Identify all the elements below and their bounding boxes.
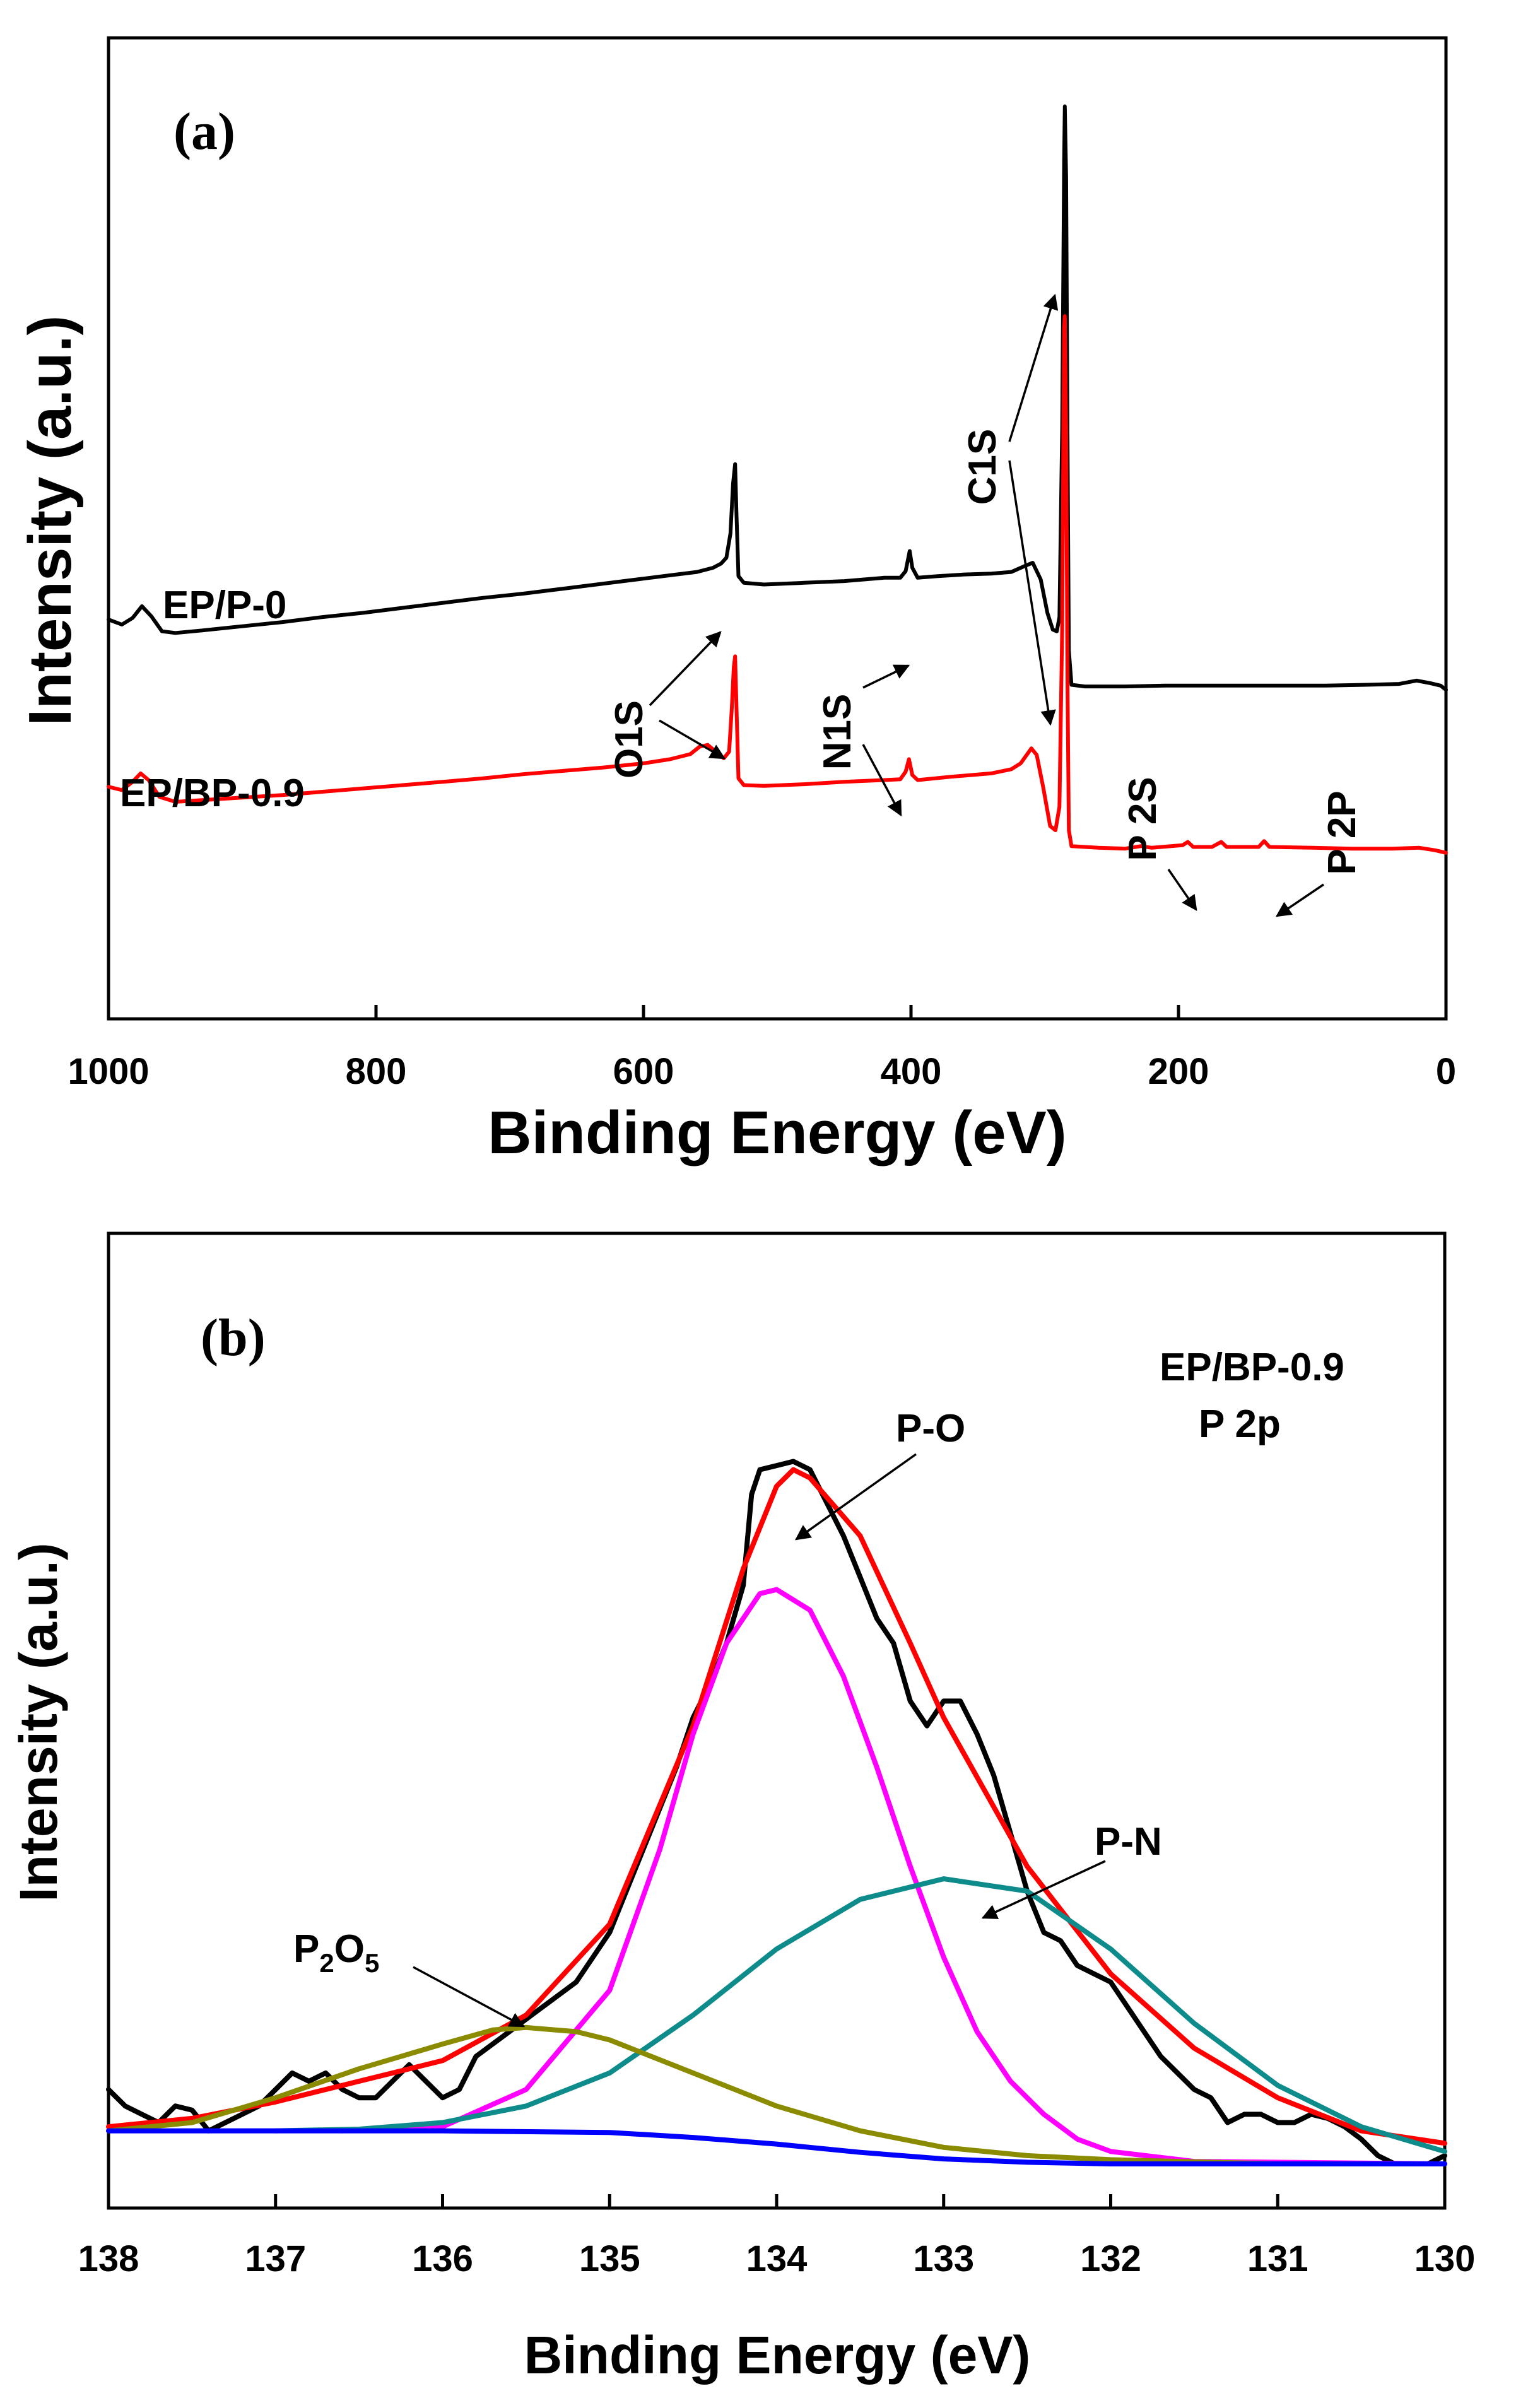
arrow-p2o5 xyxy=(413,1966,526,2028)
peak-label-p-n: P-N xyxy=(1095,1820,1162,1864)
panel-b-x-ticks xyxy=(107,2194,1447,2208)
series-line-p-o- xyxy=(106,2024,1447,2166)
p2o5-label-sub-2: 2 xyxy=(319,1948,334,1978)
arrow-o1s-to-black-peak xyxy=(649,631,722,707)
panel-a-series xyxy=(107,104,1448,855)
peak-label-p-2s: P 2S xyxy=(1121,777,1165,861)
panel-a-plot-frame xyxy=(107,36,1448,1021)
arrow-n1s-to-red-peak xyxy=(862,744,902,817)
panel-a-x-tick-label: 600 xyxy=(613,1051,674,1092)
panel-b-x-tick-label: 131 xyxy=(1247,2238,1308,2279)
panel-a-survey-spectrum: 1000 800 600 400 200 0 (a) Binding Energy (eV… xyxy=(16,36,1456,1166)
arrow-p2p xyxy=(1275,883,1324,917)
p2o5-label-sub-5: 5 xyxy=(365,1948,379,1978)
panel-b-p2p-spectrum: 138 137 136 135 134 133 132 131 130 (b) Binding … xyxy=(9,1231,1476,2385)
series-line-p-o xyxy=(339,1587,1447,2166)
series-line-ep-p-0 xyxy=(107,104,1448,692)
arrow-c1s-to-black-peak xyxy=(1008,293,1059,442)
arrow-p-o xyxy=(795,1453,917,1541)
panel-a-y-axis-title: Intensity (a.u.) xyxy=(16,315,84,726)
arrow-c1s-to-red-peak xyxy=(1008,460,1056,726)
panel-b-x-tick-label: 138 xyxy=(78,2238,139,2279)
panel-a-x-tick-label: 200 xyxy=(1148,1051,1209,1092)
panel-b-x-tick-label: 134 xyxy=(746,2238,808,2279)
panel-a-x-tick-label: 800 xyxy=(346,1051,407,1092)
series-line-background xyxy=(106,2128,1447,2166)
panel-b-x-tick-label: 135 xyxy=(579,2238,640,2279)
panel-a-x-tick-labels: 1000 800 600 400 200 0 xyxy=(68,1051,1456,1092)
arrow-p-n xyxy=(981,1860,1106,1919)
arrow-p2s xyxy=(1167,869,1197,912)
panel-b-annotation-arrows xyxy=(413,1453,1106,2028)
arrow-o1s-to-red-peak xyxy=(659,719,726,760)
panel-b-label: (b) xyxy=(201,1308,266,1367)
peak-label-p2o5: P2O5 xyxy=(293,1927,379,1978)
panel-a-x-tick-label: 0 xyxy=(1436,1051,1456,1092)
panel-b-y-axis-title: Intensity (a.u.) xyxy=(9,1542,68,1901)
panel-b-x-tick-labels: 138 137 136 135 134 133 132 131 130 xyxy=(78,2238,1476,2279)
arrow-n1s-to-black-peak xyxy=(862,664,910,689)
panel-b-series xyxy=(106,1459,1447,2166)
panel-a-x-axis-title: Binding Energy (eV) xyxy=(488,1099,1066,1166)
panel-b-x-tick-label: 136 xyxy=(412,2238,473,2279)
peak-label-o1s: O1S xyxy=(608,700,651,778)
panel-b-x-tick-label: 132 xyxy=(1080,2238,1141,2279)
series-line-envelope-fit xyxy=(106,1467,1447,2146)
peak-label-p-2p: P 2P xyxy=(1320,790,1364,874)
series-line-raw-data xyxy=(106,1459,1447,2166)
series-line-ep-bp-0-9 xyxy=(107,314,1448,855)
panel-b-x-tick-label: 133 xyxy=(913,2238,974,2279)
peak-label-c1s: C1S xyxy=(961,429,1004,505)
p2o5-label-p: P xyxy=(293,1927,319,1971)
panel-a-x-tick-label: 1000 xyxy=(68,1051,149,1092)
peak-label-p-o: P-O xyxy=(896,1407,965,1450)
panel-b-x-axis-title: Binding Energy (eV) xyxy=(524,2325,1031,2385)
series-label-ep-bp-0-9: EP/BP-0.9 xyxy=(120,772,305,815)
series-label-ep-p-0: EP/P-0 xyxy=(163,584,286,627)
panel-a-label: (a) xyxy=(173,102,235,161)
panel-b-legend-region: P 2p xyxy=(1199,1402,1281,1446)
p2o5-label-o: O xyxy=(334,1927,365,1971)
panel-b-x-tick-label: 130 xyxy=(1414,2238,1476,2279)
panel-a-x-tick-label: 400 xyxy=(881,1051,942,1092)
panel-b-x-tick-label: 137 xyxy=(245,2238,306,2279)
panel-b-legend-sample: EP/BP-0.9 xyxy=(1160,1346,1344,1389)
panel-a-annotation-arrows xyxy=(649,293,1324,917)
peak-label-n1s: N1S xyxy=(816,694,859,770)
panel-a-x-ticks xyxy=(107,1005,1448,1019)
series-line-p-n xyxy=(273,1876,1447,2154)
